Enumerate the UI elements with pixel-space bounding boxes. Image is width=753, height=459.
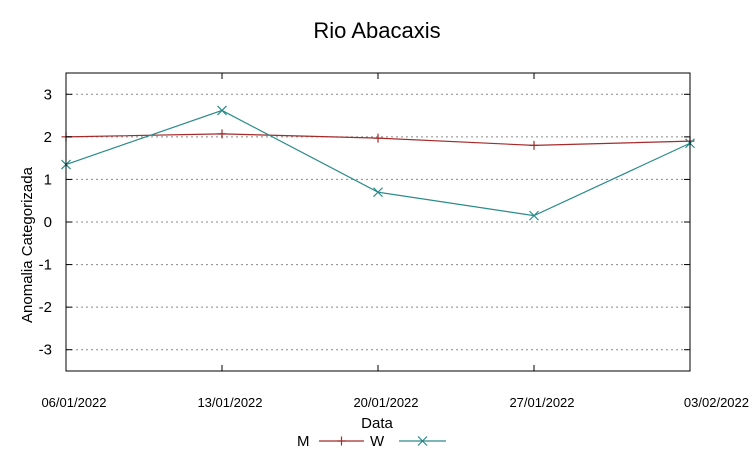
y-axis-ticks: 3 2 1 0 -1 -2 -3 <box>39 86 690 359</box>
y-tick-label: -2 <box>39 299 52 316</box>
data-point-M <box>217 129 227 139</box>
series-line-W <box>65 109 691 217</box>
data-point-W <box>217 105 227 116</box>
y-tick-label: -3 <box>39 342 52 359</box>
series-lines <box>61 105 695 221</box>
y-axis-label: Anomalia Categorizada <box>19 166 36 323</box>
legend-label-W: W <box>370 433 385 450</box>
legend-marker-W <box>417 436 428 446</box>
legend-marker-M <box>337 436 346 446</box>
x-tick-label: 03/02/2022 <box>684 395 749 410</box>
x-axis-ticks: 06/01/2022 13/01/2022 20/01/2022 27/01/2022… <box>41 73 749 410</box>
y-tick-label: 2 <box>44 129 52 146</box>
chart-title: Rio Abacaxis <box>313 18 440 43</box>
y-tick-label: 0 <box>44 214 52 231</box>
x-tick-label: 06/01/2022 <box>41 395 106 410</box>
data-point-M <box>373 133 383 143</box>
data-point-W <box>529 210 539 221</box>
data-point-M <box>529 140 539 150</box>
data-point-W <box>373 187 383 198</box>
x-tick-label: 20/01/2022 <box>353 395 418 410</box>
x-axis-label: Data <box>361 415 393 432</box>
y-tick-label: 1 <box>44 171 52 188</box>
x-tick-label: 27/01/2022 <box>509 395 574 410</box>
y-tick-label: -1 <box>39 257 52 274</box>
y-tick-label: 3 <box>44 86 52 103</box>
legend-label-M: M <box>297 433 310 450</box>
x-tick-label: 13/01/2022 <box>197 395 262 410</box>
